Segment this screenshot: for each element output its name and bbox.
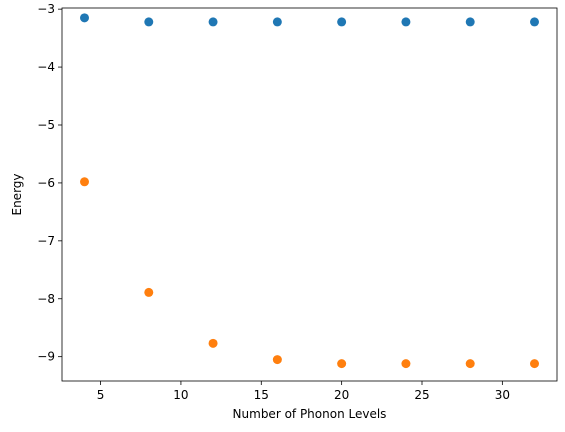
scatter-point-series-2 <box>208 338 218 348</box>
scatter-point-series-1 <box>80 13 89 23</box>
scatter-point-series-1 <box>401 17 411 27</box>
x-tick-label: 20 <box>334 388 349 402</box>
x-tick-label: 25 <box>414 388 429 402</box>
x-axis: 5 10 15 20 25 30 <box>97 381 510 402</box>
y-tick-label: −5 <box>37 118 55 132</box>
scatter-point-series-1 <box>144 17 154 27</box>
plot-frame <box>61 7 558 382</box>
scatter-point-series-1 <box>530 17 539 27</box>
y-tick-label: −6 <box>37 176 55 190</box>
scatter-point-series-2 <box>401 359 411 369</box>
scatter-point-series-2 <box>272 355 282 365</box>
scatter-point-series-2 <box>337 359 347 369</box>
scatter-point-series-2 <box>465 359 475 369</box>
x-tick-label: 5 <box>97 388 105 402</box>
y-axis-label: Energy <box>10 173 24 215</box>
scatter-point-series-1 <box>465 17 475 27</box>
y-axis: −9 −8 −7 −6 −5 −4 −3 <box>37 2 62 364</box>
scatter-point-series-1 <box>272 17 282 27</box>
scatter-point-series-2 <box>144 287 154 297</box>
x-tick-label: 10 <box>173 388 188 402</box>
y-tick-label: −4 <box>37 60 55 74</box>
x-axis-label: Number of Phonon Levels <box>233 407 387 421</box>
scatter-point-series-1 <box>337 17 347 27</box>
scatter-point-series-2 <box>530 359 539 369</box>
x-tick-label: 30 <box>495 388 510 402</box>
y-tick-label: −3 <box>37 2 55 16</box>
scatter-point-series-1 <box>208 17 218 27</box>
y-tick-label: −7 <box>37 234 55 248</box>
data-points <box>80 13 539 369</box>
y-tick-label: −8 <box>37 292 55 306</box>
y-tick-label: −9 <box>37 350 55 364</box>
scatter-point-series-2 <box>80 177 89 187</box>
x-tick-label: 15 <box>254 388 269 402</box>
